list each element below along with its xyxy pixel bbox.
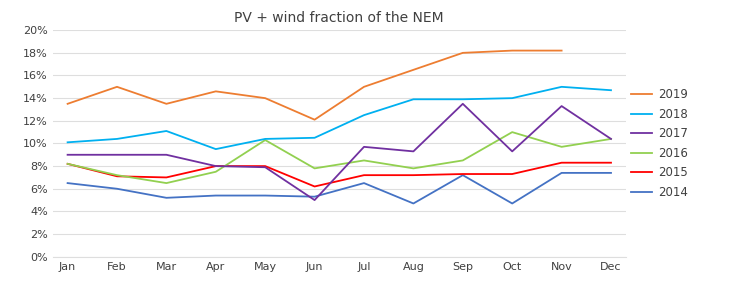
2014 bbox=[63, 181, 72, 185]
2018 bbox=[557, 85, 566, 89]
2017 bbox=[63, 153, 72, 156]
Line: 2019: 2019 bbox=[68, 50, 562, 120]
2014 bbox=[409, 202, 418, 205]
2017 bbox=[261, 165, 270, 169]
2019 bbox=[310, 118, 319, 121]
2016 bbox=[606, 137, 615, 141]
2015 bbox=[360, 173, 369, 177]
2017 bbox=[360, 145, 369, 149]
2017 bbox=[409, 149, 418, 153]
2019 bbox=[557, 49, 566, 53]
2014 bbox=[507, 202, 516, 205]
2015 bbox=[310, 185, 319, 188]
2016 bbox=[211, 170, 220, 174]
2015 bbox=[458, 172, 467, 176]
2015 bbox=[261, 164, 270, 168]
2016 bbox=[557, 145, 566, 149]
2017 bbox=[162, 153, 171, 156]
2016 bbox=[112, 173, 121, 177]
2018 bbox=[211, 147, 220, 151]
Line: 2014: 2014 bbox=[68, 173, 611, 204]
2018 bbox=[458, 98, 467, 101]
2014 bbox=[211, 194, 220, 198]
2018 bbox=[507, 96, 516, 100]
2017 bbox=[310, 198, 319, 202]
2018 bbox=[360, 113, 369, 117]
2015 bbox=[63, 162, 72, 165]
2019 bbox=[261, 96, 270, 100]
Title: PV + wind fraction of the NEM: PV + wind fraction of the NEM bbox=[234, 11, 444, 25]
2014 bbox=[606, 171, 615, 175]
2015 bbox=[112, 175, 121, 178]
2014 bbox=[360, 181, 369, 185]
2019 bbox=[360, 85, 369, 89]
2014 bbox=[458, 173, 467, 177]
2019 bbox=[458, 51, 467, 55]
2015 bbox=[409, 173, 418, 177]
2016 bbox=[458, 159, 467, 162]
2014 bbox=[310, 195, 319, 198]
2015 bbox=[557, 161, 566, 165]
2018 bbox=[162, 129, 171, 133]
2018 bbox=[63, 140, 72, 144]
2018 bbox=[409, 98, 418, 101]
2014 bbox=[112, 187, 121, 191]
2016 bbox=[162, 181, 171, 185]
Legend: 2019, 2018, 2017, 2016, 2015, 2014: 2019, 2018, 2017, 2016, 2015, 2014 bbox=[626, 83, 692, 204]
2019 bbox=[507, 49, 516, 53]
2016 bbox=[261, 138, 270, 142]
Line: 2018: 2018 bbox=[68, 87, 611, 149]
2018 bbox=[112, 137, 121, 141]
2019 bbox=[162, 102, 171, 106]
2018 bbox=[310, 136, 319, 140]
2015 bbox=[211, 164, 220, 168]
2017 bbox=[606, 137, 615, 141]
Line: 2017: 2017 bbox=[68, 104, 611, 200]
2017 bbox=[557, 104, 566, 108]
Line: 2015: 2015 bbox=[68, 163, 611, 186]
2015 bbox=[507, 172, 516, 176]
2019 bbox=[112, 85, 121, 89]
2014 bbox=[557, 171, 566, 175]
2014 bbox=[261, 194, 270, 198]
2017 bbox=[507, 149, 516, 153]
2016 bbox=[63, 162, 72, 165]
2019 bbox=[409, 68, 418, 72]
2017 bbox=[112, 153, 121, 156]
2015 bbox=[606, 161, 615, 165]
2014 bbox=[162, 196, 171, 200]
2015 bbox=[162, 175, 171, 179]
2016 bbox=[507, 130, 516, 134]
2019 bbox=[211, 89, 220, 93]
2016 bbox=[409, 167, 418, 170]
2017 bbox=[458, 102, 467, 106]
2017 bbox=[211, 164, 220, 168]
2016 bbox=[310, 167, 319, 170]
2018 bbox=[606, 88, 615, 92]
2016 bbox=[360, 159, 369, 162]
2019 bbox=[63, 102, 72, 106]
2018 bbox=[261, 137, 270, 141]
Line: 2016: 2016 bbox=[68, 132, 611, 183]
